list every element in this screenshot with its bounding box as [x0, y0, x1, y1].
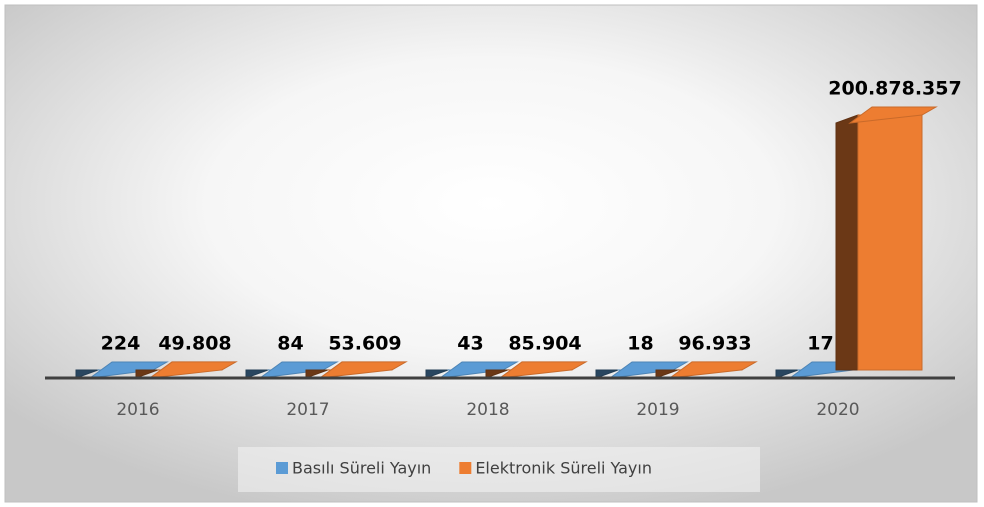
legend-box: [238, 447, 760, 492]
data-label: 18: [627, 332, 653, 354]
x-tick-label: 2016: [116, 400, 159, 420]
bar: [857, 114, 923, 371]
legend-label: Basılı Süreli Yayın: [292, 459, 431, 478]
chart-area: [4, 4, 978, 503]
data-label: 17: [807, 332, 833, 354]
legend-swatch: [276, 462, 288, 474]
x-tick-label: 2020: [816, 400, 859, 420]
bar-top: [318, 361, 408, 379]
x-tick-label: 2018: [466, 400, 509, 420]
legend-swatch: [459, 462, 472, 474]
bar-top: [148, 361, 238, 379]
data-label: 84: [277, 332, 303, 354]
data-label: 53.609: [328, 332, 401, 354]
data-label: 224: [101, 332, 141, 354]
bar-top: [498, 361, 588, 379]
data-label: 96.933: [678, 332, 751, 354]
bar-side: [835, 114, 859, 371]
x-tick-label: 2017: [286, 400, 329, 420]
bar-top: [668, 361, 758, 379]
data-label: 49.808: [158, 332, 231, 354]
bar-top: [848, 106, 938, 124]
data-label: 200.878.357: [828, 78, 961, 100]
data-label: 43: [457, 332, 483, 354]
x-tick-label: 2019: [636, 400, 679, 420]
data-label: 85.904: [508, 332, 581, 354]
legend-label: Elektronik Süreli Yayın: [475, 459, 652, 478]
